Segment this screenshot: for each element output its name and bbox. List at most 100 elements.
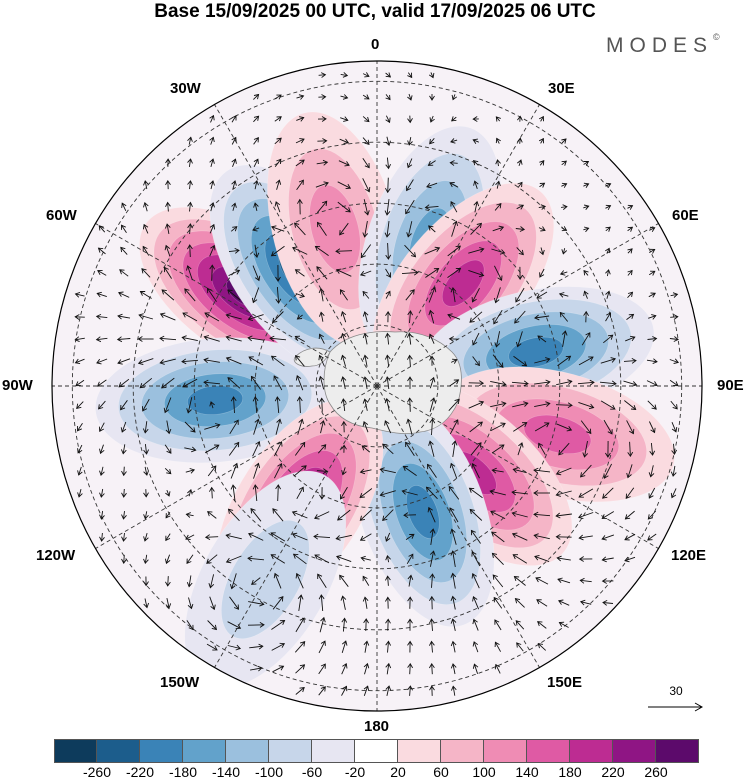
wind-arrow bbox=[469, 508, 483, 521]
wind-arrow bbox=[646, 380, 658, 387]
wind-arrow bbox=[77, 422, 83, 432]
wind-arrow bbox=[649, 442, 656, 456]
wind-arrow bbox=[491, 531, 505, 543]
wind-arrow bbox=[407, 685, 413, 696]
wind-arrow bbox=[669, 379, 679, 387]
wind-arrow bbox=[362, 178, 371, 193]
latitude-circle bbox=[315, 324, 439, 448]
wind-arrow bbox=[165, 158, 171, 167]
wind-arrow bbox=[270, 355, 285, 367]
wind-arrow bbox=[557, 577, 571, 584]
wind-arrow bbox=[601, 578, 614, 584]
wind-arrow bbox=[251, 287, 260, 304]
wind-arrow bbox=[362, 398, 369, 411]
colorbar-tick-label: -100 bbox=[254, 764, 284, 780]
wind-arrow bbox=[511, 489, 528, 496]
wind-arrow bbox=[511, 511, 528, 518]
wind-arrow bbox=[143, 444, 150, 455]
wind-arrow bbox=[449, 462, 458, 479]
lon-label-60w: 60W bbox=[46, 207, 77, 224]
wind-arrow bbox=[340, 332, 347, 345]
wind-arrow bbox=[516, 642, 524, 652]
wind-arrow bbox=[511, 532, 528, 541]
wind-arrow bbox=[341, 420, 347, 433]
wind-arrow bbox=[534, 357, 551, 364]
wind-arrow bbox=[561, 330, 568, 347]
wind-arrow bbox=[494, 663, 501, 674]
wind-arrow bbox=[670, 314, 679, 320]
wind-arrow bbox=[341, 685, 348, 696]
wind-arrow bbox=[203, 357, 220, 364]
wind-arrow bbox=[539, 182, 546, 188]
wind-arrow bbox=[539, 160, 545, 166]
wind-arrow bbox=[225, 555, 242, 564]
wind-arrow bbox=[360, 555, 371, 562]
wind-arrow bbox=[556, 423, 573, 432]
wind-arrow bbox=[468, 380, 485, 386]
wind-arrow bbox=[561, 182, 568, 188]
wind-arrow bbox=[517, 181, 523, 188]
wind-arrow bbox=[468, 247, 485, 254]
wind-arrow bbox=[384, 397, 391, 412]
wind-arrow bbox=[318, 594, 325, 612]
wind-arrow bbox=[339, 222, 349, 236]
wind-arrow bbox=[209, 180, 215, 190]
wind-arrow bbox=[670, 400, 678, 410]
wind-arrow bbox=[360, 270, 372, 277]
wind-arrow bbox=[341, 617, 348, 632]
wind-arrow bbox=[533, 467, 551, 474]
wind-arrow bbox=[450, 287, 457, 303]
wind-arrow bbox=[407, 115, 413, 124]
wind-arrow bbox=[159, 312, 176, 321]
wind-arrow bbox=[316, 266, 328, 280]
wind-arrow bbox=[359, 468, 372, 475]
wind-arrow bbox=[556, 555, 571, 562]
wind-arrow bbox=[139, 377, 153, 389]
wind-arrow bbox=[469, 311, 483, 323]
wind-arrow bbox=[141, 268, 151, 278]
wind-arrow bbox=[379, 490, 396, 497]
wind-arrow bbox=[648, 465, 655, 478]
wind-arrow bbox=[230, 396, 237, 414]
wind-arrow bbox=[165, 180, 171, 190]
meridian-line bbox=[214, 385, 378, 668]
wind-arrow bbox=[425, 268, 440, 278]
wind-arrow bbox=[121, 202, 127, 211]
wind-arrow bbox=[605, 182, 612, 189]
wind-arrow bbox=[555, 467, 572, 476]
wind-arrow bbox=[385, 157, 392, 170]
wind-arrow bbox=[227, 644, 242, 651]
wind-arrow bbox=[159, 335, 177, 342]
wind-arrow bbox=[249, 643, 264, 650]
wind-arrow bbox=[275, 179, 282, 190]
wind-arrow bbox=[203, 379, 221, 386]
wind-arrow bbox=[385, 136, 391, 147]
wind-arrow bbox=[424, 204, 439, 211]
wind-arrow bbox=[271, 225, 285, 232]
wind-arrow bbox=[296, 116, 305, 122]
wind-arrow bbox=[273, 441, 283, 457]
anomaly-field bbox=[95, 111, 675, 689]
colorbar-tick-label: -60 bbox=[301, 764, 323, 780]
wind-arrow bbox=[116, 336, 131, 343]
wind-arrow bbox=[164, 554, 171, 565]
wind-arrow bbox=[318, 375, 325, 390]
wind-arrow bbox=[274, 116, 282, 122]
wind-arrow bbox=[340, 354, 347, 367]
wind-arrow bbox=[121, 554, 127, 564]
wind-arrow bbox=[385, 596, 391, 609]
wind-arrow bbox=[225, 335, 242, 342]
wind-arrow bbox=[225, 533, 242, 540]
wind-arrow bbox=[250, 375, 261, 390]
wind-arrow bbox=[473, 180, 479, 189]
wind-arrow bbox=[338, 160, 350, 167]
wind-arrow bbox=[472, 641, 479, 653]
wind-arrow bbox=[472, 138, 479, 144]
wind-arrow bbox=[229, 419, 239, 435]
wind-arrow bbox=[143, 180, 149, 190]
wind-arrow bbox=[161, 289, 175, 301]
wind-arrow bbox=[206, 554, 218, 564]
wind-arrow bbox=[363, 640, 370, 653]
wind-arrow bbox=[429, 685, 435, 696]
wind-arrow bbox=[186, 575, 193, 588]
